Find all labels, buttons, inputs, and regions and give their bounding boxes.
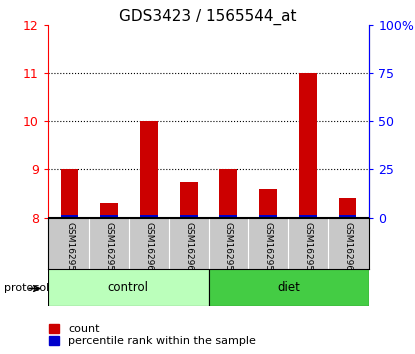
Bar (259, 189, 277, 218)
Text: GDS3423 / 1565544_at: GDS3423 / 1565544_at (119, 9, 296, 25)
Bar (259, 215, 277, 218)
Text: GSM162957: GSM162957 (264, 222, 273, 277)
Bar (61, 170, 78, 218)
Bar (100, 203, 118, 218)
Bar (180, 182, 198, 218)
Bar (299, 73, 317, 218)
Text: diet: diet (278, 281, 300, 294)
Bar (209, 269, 369, 306)
Text: GSM162956: GSM162956 (224, 222, 233, 277)
Text: protocol: protocol (4, 283, 49, 293)
Bar (339, 198, 356, 218)
Bar (61, 215, 78, 218)
Bar (339, 215, 356, 218)
Bar (220, 215, 237, 218)
Bar (140, 121, 158, 218)
Bar (140, 215, 158, 218)
Bar (299, 215, 317, 218)
Text: GSM162960: GSM162960 (144, 222, 154, 277)
Bar (180, 215, 198, 218)
Bar (220, 170, 237, 218)
Text: GSM162962: GSM162962 (184, 222, 193, 276)
Legend: count, percentile rank within the sample: count, percentile rank within the sample (47, 322, 258, 348)
Text: GSM162954: GSM162954 (65, 222, 74, 276)
Text: control: control (107, 281, 149, 294)
Text: GSM162961: GSM162961 (343, 222, 352, 277)
Bar (100, 215, 118, 218)
Text: GSM162958: GSM162958 (105, 222, 114, 277)
Text: GSM162959: GSM162959 (303, 222, 312, 277)
Bar (48, 269, 209, 306)
